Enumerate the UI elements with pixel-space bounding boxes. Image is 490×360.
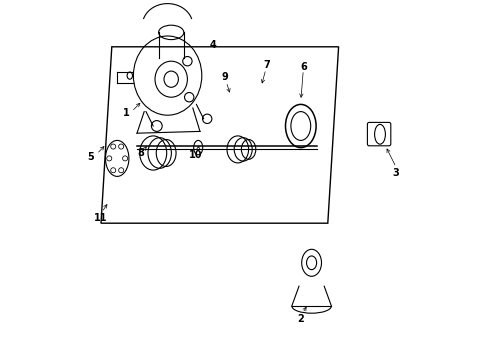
Text: 11: 11 <box>94 213 107 223</box>
Text: 7: 7 <box>263 60 270 70</box>
Text: 8: 8 <box>137 148 144 158</box>
Text: 5: 5 <box>88 152 94 162</box>
Text: 6: 6 <box>300 62 307 72</box>
Text: 1: 1 <box>123 108 129 118</box>
Text: 3: 3 <box>393 168 399 178</box>
Text: 9: 9 <box>222 72 228 82</box>
Text: 10: 10 <box>189 150 202 160</box>
Text: 4: 4 <box>209 40 216 50</box>
Text: 2: 2 <box>297 314 304 324</box>
